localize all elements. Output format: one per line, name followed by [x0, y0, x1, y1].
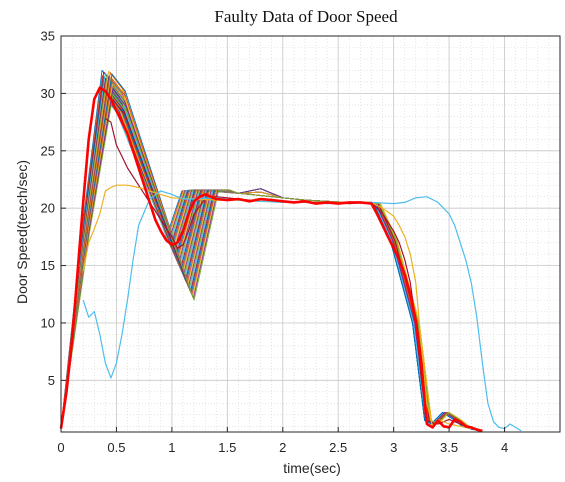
series-bundle — [60, 69, 481, 431]
y-tick-label: 25 — [41, 143, 55, 158]
y-tick-label: 5 — [48, 373, 55, 388]
x-tick-label: 1.5 — [218, 440, 236, 455]
x-tick-label: 2 — [279, 440, 286, 455]
y-tick-label: 10 — [41, 316, 55, 331]
y-tick-label: 15 — [41, 258, 55, 273]
x-tick-label: 3.5 — [440, 440, 458, 455]
bundle-series-line — [60, 93, 480, 431]
x-tick-label: 0 — [57, 440, 64, 455]
x-tick-label: 1 — [168, 440, 175, 455]
series-line — [59, 86, 483, 433]
x-tick-label: 4 — [501, 440, 508, 455]
y-tick-label: 20 — [41, 201, 55, 216]
y-axis-label: Door Speed(teech/sec) — [14, 160, 30, 304]
y-tick-label: 30 — [41, 86, 55, 101]
x-tick-label: 0.5 — [107, 440, 125, 455]
plot-area — [61, 36, 560, 432]
plot-frame — [60, 35, 561, 433]
x-axis-label: time(sec) — [283, 460, 341, 476]
y-axis-ticks: 5 10 15 20 25 30 35 — [41, 29, 66, 388]
y-tick-label: 35 — [41, 29, 55, 44]
chart-title: Faulty Data of Door Speed — [214, 7, 398, 26]
series-group — [59, 86, 522, 433]
x-tick-label: 3 — [390, 440, 397, 455]
x-axis-ticks: 0 0.5 1 1.5 2 2.5 3 3.5 4 — [57, 427, 508, 455]
x-tick-label: 2.5 — [329, 440, 347, 455]
